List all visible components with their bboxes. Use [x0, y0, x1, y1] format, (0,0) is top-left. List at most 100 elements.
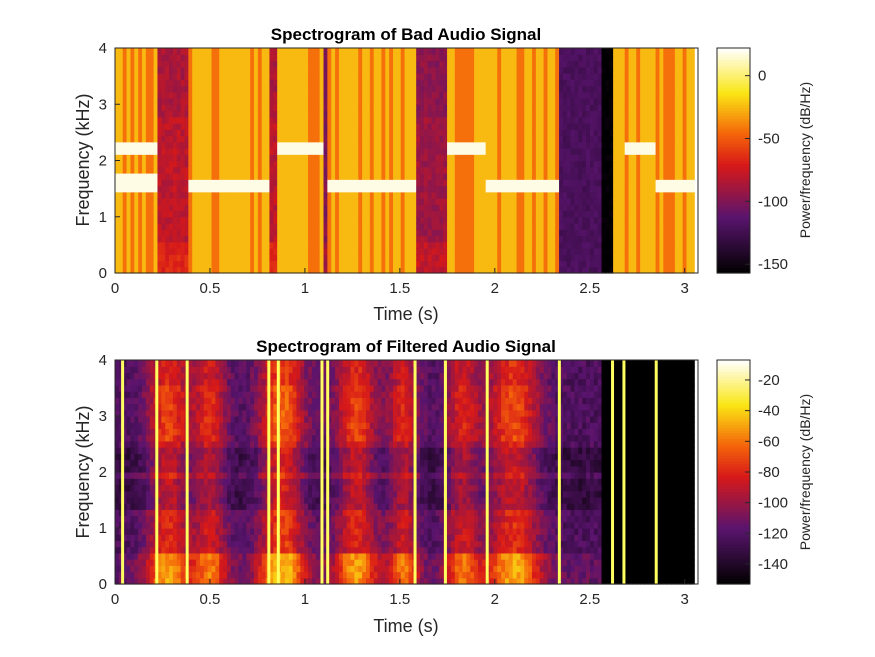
spectrogram-cell [489, 123, 495, 130]
spectrogram-cell [365, 248, 371, 255]
spectrogram-cell [470, 241, 475, 249]
spectrogram-cell [362, 216, 367, 224]
spectrogram-cell [613, 173, 618, 180]
spectrogram-cell [466, 129, 471, 137]
spectrogram-cell [161, 73, 166, 80]
spectrogram-cell [396, 210, 402, 218]
spectrogram-cell [497, 48, 502, 55]
spectrogram-cell [396, 223, 402, 230]
spectrogram-cell [454, 116, 460, 124]
spectrogram-cell [416, 123, 421, 130]
spectrogram-cell [601, 185, 606, 193]
spectrogram-cell [250, 141, 255, 149]
spectrogram-cell [122, 179, 128, 187]
spectrogram-cell [122, 98, 128, 105]
spectrogram-cell [408, 198, 413, 205]
spectrogram-cell [609, 266, 614, 274]
spectrogram-cell [385, 54, 390, 62]
spectrogram-cell [644, 148, 649, 155]
spectrogram-cell [640, 73, 645, 80]
spectrogram-cell [265, 110, 271, 118]
spectrogram-cell [508, 198, 514, 205]
spectrogram-cell [277, 85, 282, 93]
spectrogram-cell [381, 91, 386, 99]
spectrogram-cell [192, 166, 197, 174]
spectrogram-cell [203, 266, 209, 274]
spectrogram-cell [199, 266, 205, 274]
spectrogram-cell [485, 154, 491, 162]
spectrogram-cell [481, 48, 487, 55]
spectrogram-cell [447, 223, 452, 230]
spectrogram-cell [570, 123, 576, 130]
spectrogram-cell [624, 185, 630, 193]
spectrogram-cell [412, 79, 417, 87]
spectrogram-cell [257, 235, 263, 243]
spectrogram-cell [211, 60, 216, 68]
spectrogram-cell [362, 60, 367, 68]
spectrogram-cell [211, 173, 216, 180]
spectrogram-cell [466, 104, 471, 112]
spectrogram-cell [176, 266, 182, 274]
spectrogram-cell [620, 266, 626, 274]
spectrogram-cell [524, 91, 529, 99]
spectrogram-cell [226, 91, 232, 99]
spectrogram-cell [138, 123, 143, 130]
spectrogram-cell [632, 54, 637, 62]
spectrogram-cell [408, 104, 413, 112]
spectrogram-cell [281, 210, 286, 218]
spectrogram-cell [315, 79, 321, 87]
spectrogram-cell [358, 104, 363, 112]
spectrogram-cell [404, 260, 410, 268]
spectrogram-cell [470, 104, 475, 112]
spectrogram-cell [308, 191, 313, 199]
spectrogram-cell [524, 216, 529, 224]
spectrogram-cell [335, 229, 340, 237]
spectrogram-cell [176, 104, 182, 112]
spectrogram-cell [288, 198, 294, 205]
spectrogram-cell [532, 123, 537, 130]
spectrogram-cell [126, 160, 132, 168]
spectrogram-cell [265, 91, 271, 99]
spectrogram-cell [427, 60, 433, 68]
spectrogram-cell [149, 254, 155, 262]
spectrogram-cell [261, 48, 267, 55]
spectrogram-cell [145, 91, 151, 99]
spectrogram-cell [427, 85, 433, 93]
spectrogram-cell [207, 210, 213, 218]
spectrogram-cell [157, 254, 162, 262]
spectrogram-cell [192, 254, 197, 262]
spectrogram-cell [647, 166, 653, 174]
spectrogram-cell [161, 60, 166, 68]
spectrogram-cell [118, 66, 124, 74]
spectrogram-cell [381, 210, 386, 218]
spectrogram-cell [184, 204, 189, 212]
spectrogram-cell [350, 229, 355, 237]
spectrogram-cell [528, 254, 533, 262]
spectrogram-cell [134, 216, 139, 224]
spectrogram-cell [578, 241, 583, 249]
spectrogram-cell [257, 216, 263, 224]
spectrogram-cell [230, 54, 236, 62]
spectrogram-cell [566, 173, 572, 180]
spectrogram-cell [466, 85, 471, 93]
spectrogram-cell [138, 129, 143, 137]
spectrogram-cell [520, 60, 525, 68]
spectrogram-cell [369, 185, 375, 193]
spectrogram-cell [315, 223, 321, 230]
spectrogram-cell [466, 66, 471, 74]
spectrogram-cell [385, 185, 390, 193]
spectrogram-cell [365, 179, 371, 187]
spectrogram-cell [130, 54, 135, 62]
spectrogram-cell [628, 204, 634, 212]
spectrogram-cell [586, 223, 591, 230]
spectrogram-cell [184, 210, 189, 218]
spectrogram-cell [551, 73, 556, 80]
spectrogram-cell [570, 229, 576, 237]
spectrogram-cell [296, 254, 301, 262]
spectrogram-cell [292, 235, 298, 243]
spectrogram-cell [199, 148, 205, 155]
spectrogram-cell [589, 173, 595, 180]
spectrogram-cell [169, 85, 174, 93]
spectrogram-cell [501, 48, 506, 55]
spectrogram-cell [420, 248, 425, 255]
